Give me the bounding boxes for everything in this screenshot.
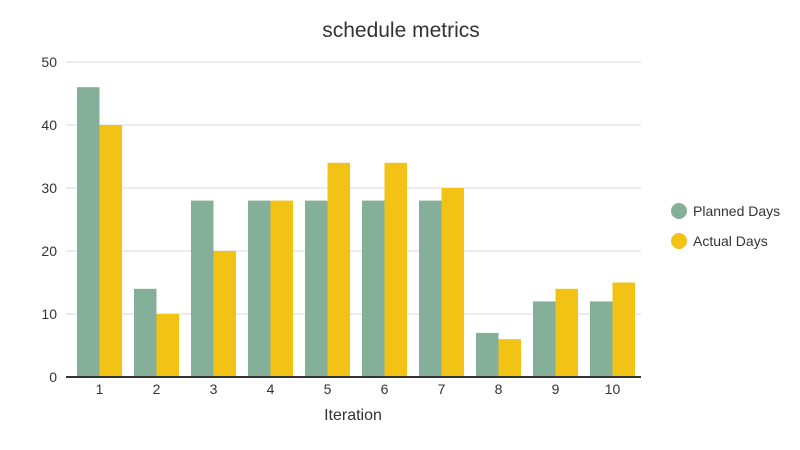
bar-planned-9	[532, 301, 556, 377]
bar-actual-5	[327, 162, 351, 377]
bars	[76, 87, 636, 377]
legend-swatch	[671, 233, 687, 249]
legend-label: Actual Days	[693, 233, 768, 249]
y-tick-label: 10	[41, 306, 57, 322]
y-tick-label: 0	[49, 369, 57, 385]
x-tick-label: 4	[267, 381, 275, 397]
x-tick-label: 3	[210, 381, 218, 397]
chart-title: schedule metrics	[322, 19, 480, 42]
bar-actual-7	[441, 188, 465, 377]
bar-planned-4	[247, 200, 271, 377]
bar-actual-9	[555, 288, 579, 377]
y-tick-label: 30	[41, 180, 57, 196]
legend-swatch	[671, 203, 687, 219]
x-tick-label: 7	[438, 381, 446, 397]
bar-actual-6	[384, 162, 408, 377]
gridlines	[66, 61, 641, 315]
bar-planned-5	[304, 200, 328, 377]
x-tick-label: 5	[324, 381, 332, 397]
x-axis-title: Iteration	[324, 407, 382, 424]
legend: Planned Days Actual Days	[671, 203, 780, 249]
x-tick-label: 10	[605, 381, 621, 397]
x-tick-label: 1	[96, 381, 104, 397]
bar-planned-1	[76, 87, 100, 377]
bar-actual-3	[213, 251, 237, 377]
y-tick-label: 50	[41, 54, 57, 70]
y-tick-label: 20	[41, 243, 57, 259]
y-axis-tick-labels: 0 10 20 30 40 50	[41, 54, 57, 385]
x-tick-label: 6	[381, 381, 389, 397]
x-tick-label: 9	[552, 381, 560, 397]
bar-planned-10	[589, 301, 613, 377]
bar-actual-4	[270, 200, 294, 377]
bar-planned-7	[418, 200, 442, 377]
bar-planned-2	[133, 288, 157, 377]
bar-planned-3	[190, 200, 214, 377]
x-axis-tick-labels: 1 2 3 4 5 6 7 8 9 10	[96, 381, 621, 397]
bar-actual-1	[99, 125, 123, 377]
bar-planned-6	[361, 200, 385, 377]
bar-actual-10	[612, 282, 636, 377]
bar-planned-8	[475, 332, 499, 377]
y-tick-label: 40	[41, 117, 57, 133]
x-tick-label: 8	[495, 381, 503, 397]
legend-label: Planned Days	[693, 203, 780, 219]
x-tick-label: 2	[153, 381, 161, 397]
bar-actual-2	[156, 314, 180, 377]
bar-actual-8	[498, 339, 522, 377]
